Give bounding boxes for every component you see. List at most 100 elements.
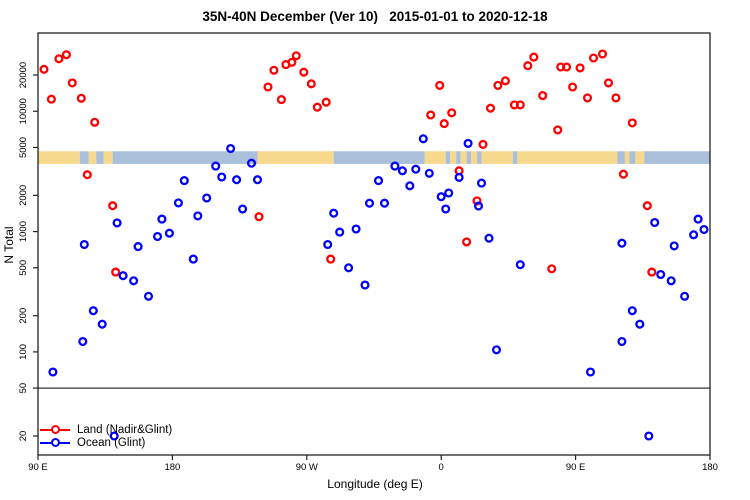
data-point-ocean bbox=[680, 291, 690, 301]
data-point-land bbox=[90, 117, 100, 127]
data-point-ocean bbox=[364, 198, 375, 208]
data-point-ocean bbox=[669, 241, 679, 251]
data-point-ocean bbox=[344, 263, 354, 273]
band-segment-ocean bbox=[456, 151, 461, 164]
data-point-ocean bbox=[179, 176, 189, 186]
land-series-marker-icon bbox=[40, 425, 70, 434]
y-tick-label: 1000 bbox=[18, 221, 29, 242]
data-point-ocean bbox=[627, 306, 637, 316]
band-segment-land bbox=[88, 151, 97, 164]
data-point-ocean bbox=[112, 218, 122, 228]
legend-label-land: Land (Nadir&Glint) bbox=[77, 423, 173, 436]
y-axis-label: N Total bbox=[2, 226, 16, 264]
data-point-land bbox=[312, 102, 322, 112]
y-tick-label: 100 bbox=[18, 344, 29, 360]
data-point-ocean bbox=[173, 198, 183, 208]
data-point-land bbox=[439, 119, 449, 129]
data-point-ocean bbox=[351, 224, 361, 234]
data-point-ocean bbox=[193, 211, 203, 221]
data-point-ocean bbox=[217, 172, 227, 182]
data-point-land bbox=[291, 51, 301, 61]
data-point-ocean bbox=[143, 291, 154, 301]
data-point-ocean bbox=[689, 230, 699, 240]
data-point-ocean bbox=[211, 161, 221, 171]
data-point-ocean bbox=[424, 168, 434, 178]
data-point-land bbox=[306, 79, 316, 89]
data-point-ocean bbox=[436, 192, 446, 202]
band-segment-ocean bbox=[617, 151, 625, 164]
data-point-ocean bbox=[463, 138, 473, 148]
data-point-land bbox=[588, 53, 599, 63]
data-point-land bbox=[462, 237, 472, 247]
ocean-series-marker-icon bbox=[40, 438, 70, 447]
data-point-land bbox=[562, 62, 572, 72]
data-point-ocean bbox=[152, 231, 163, 242]
band-segment-ocean bbox=[445, 151, 451, 164]
data-point-land bbox=[111, 267, 121, 277]
data-point-ocean bbox=[585, 367, 596, 377]
x-tick-label: 90 E bbox=[566, 462, 586, 473]
band-segment-land bbox=[481, 151, 513, 164]
data-point-land bbox=[46, 94, 56, 104]
data-point-ocean bbox=[666, 276, 676, 286]
data-point-land bbox=[478, 139, 488, 149]
data-point-land bbox=[575, 63, 585, 73]
data-point-ocean bbox=[397, 166, 407, 176]
y-tick-label: 2000 bbox=[18, 185, 29, 206]
data-point-ocean bbox=[390, 161, 400, 171]
chart-title: 35N-40N December (Ver 10) 2015-01-01 to … bbox=[202, 9, 548, 24]
data-point-land bbox=[553, 125, 563, 135]
legend-label-ocean: Ocean (Glint) bbox=[77, 436, 146, 449]
data-point-land bbox=[627, 118, 637, 128]
data-point-ocean bbox=[650, 217, 660, 228]
data-point-ocean bbox=[644, 431, 654, 441]
x-tick-label: 90 W bbox=[296, 462, 318, 473]
x-tick-label: 0 bbox=[439, 462, 444, 473]
data-point-land bbox=[538, 91, 548, 101]
y-tick-label: 10000 bbox=[18, 98, 29, 124]
data-point-land bbox=[82, 170, 92, 180]
data-point-ocean bbox=[157, 214, 167, 224]
data-point-land bbox=[254, 212, 264, 222]
data-point-ocean bbox=[88, 306, 98, 316]
data-point-ocean bbox=[188, 254, 198, 264]
data-point-ocean bbox=[129, 276, 139, 286]
data-point-ocean bbox=[164, 228, 174, 238]
data-point-land bbox=[647, 267, 657, 277]
band-segment-ocean bbox=[644, 151, 710, 164]
data-point-ocean bbox=[109, 431, 119, 441]
band-segment-ocean bbox=[79, 151, 89, 164]
data-point-land bbox=[326, 254, 336, 264]
data-point-ocean bbox=[78, 336, 88, 347]
data-point-land bbox=[529, 52, 539, 62]
data-point-land bbox=[485, 103, 496, 113]
data-point-ocean bbox=[335, 227, 345, 237]
data-point-ocean bbox=[476, 178, 487, 188]
data-point-land bbox=[67, 78, 77, 88]
data-point-land bbox=[263, 82, 273, 92]
band-segment-ocean bbox=[466, 151, 472, 164]
y-tick-label: 20 bbox=[18, 431, 29, 442]
data-point-ocean bbox=[133, 242, 143, 252]
data-point-land bbox=[523, 61, 533, 71]
data-point-ocean bbox=[454, 172, 464, 182]
data-point-land bbox=[76, 93, 86, 103]
band-segment-land bbox=[460, 151, 467, 164]
band-segment-land bbox=[624, 151, 630, 164]
data-point-land bbox=[472, 196, 482, 206]
data-point-ocean bbox=[379, 198, 390, 208]
y-tick-label: 500 bbox=[18, 260, 29, 276]
data-point-ocean bbox=[693, 214, 703, 224]
data-point-ocean bbox=[635, 319, 645, 329]
x-tick-label: 180 bbox=[702, 462, 718, 473]
data-point-ocean bbox=[232, 175, 242, 185]
band-segment-land bbox=[635, 151, 645, 164]
band-segment-ocean bbox=[512, 151, 518, 164]
data-point-land bbox=[568, 82, 578, 92]
x-tick-label: 90 E bbox=[28, 462, 48, 473]
data-point-ocean bbox=[252, 175, 263, 185]
data-point-ocean bbox=[323, 239, 333, 250]
data-point-ocean bbox=[699, 224, 709, 235]
